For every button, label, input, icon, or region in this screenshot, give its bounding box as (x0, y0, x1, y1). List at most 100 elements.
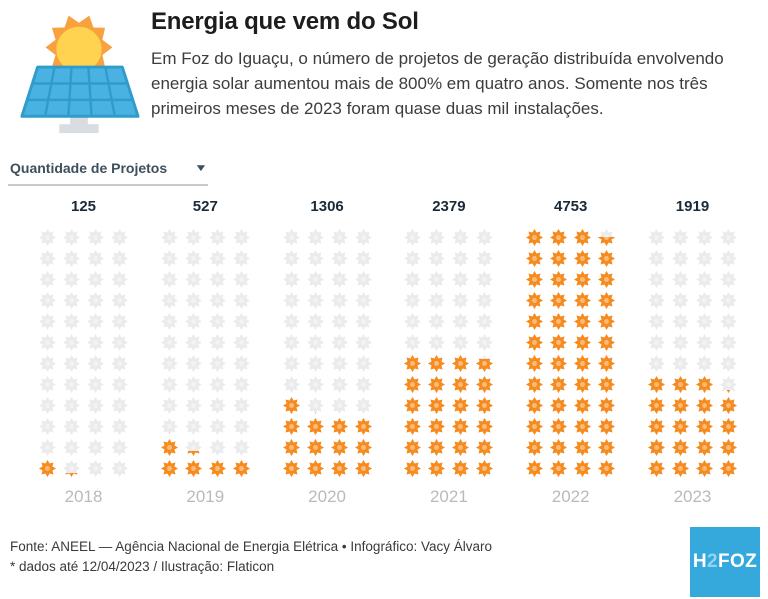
sun-cell (526, 376, 544, 393)
sun-cell (330, 292, 348, 309)
sun-cell (63, 460, 80, 477)
sun-icon (282, 313, 300, 330)
sun-icon (404, 271, 422, 288)
sun-icon (111, 229, 128, 246)
sun-icon (647, 418, 665, 435)
sun-cell (526, 418, 544, 435)
sun-icon (63, 271, 80, 288)
sun-cell (184, 439, 202, 456)
sun-cell (574, 334, 592, 351)
sun-cell (452, 460, 470, 477)
sun-icon (404, 355, 422, 372)
metric-dropdown[interactable]: Quantidade de Projetos ▼ (8, 158, 208, 186)
sun-cell (306, 397, 324, 414)
sun-cell (476, 376, 494, 393)
icon-grid (160, 229, 250, 477)
sun-cell (476, 250, 494, 267)
sun-icon (550, 376, 568, 393)
sun-icon (111, 271, 128, 288)
sun-cell (671, 376, 689, 393)
sun-cell (404, 397, 422, 414)
sun-cell (63, 271, 80, 288)
sun-cell (87, 292, 104, 309)
sun-cell (452, 397, 470, 414)
sun-icon (330, 439, 348, 456)
sun-icon (330, 355, 348, 372)
sun-icon (87, 460, 104, 477)
sun-cell (160, 334, 178, 351)
sun-icon (306, 460, 324, 477)
sun-icon (695, 313, 713, 330)
sun-cell (282, 418, 300, 435)
sun-cell (719, 355, 737, 372)
sun-cell (598, 271, 616, 288)
sun-icon (526, 439, 544, 456)
sun-icon (452, 292, 470, 309)
sun-icon (184, 271, 202, 288)
sun-icon (306, 271, 324, 288)
sun-icon (550, 397, 568, 414)
sun-icon (63, 313, 80, 330)
sun-icon (87, 271, 104, 288)
sun-cell (452, 229, 470, 246)
sun-icon (671, 355, 689, 372)
sun-cell (550, 397, 568, 414)
sun-cell (719, 271, 737, 288)
sun-cell (671, 460, 689, 477)
sun-icon (574, 229, 592, 246)
sun-icon (452, 397, 470, 414)
sun-cell (428, 460, 446, 477)
sun-cell (330, 229, 348, 246)
sun-cell (111, 271, 128, 288)
sun-cell (428, 229, 446, 246)
sun-icon (574, 250, 592, 267)
sun-cell (719, 376, 737, 393)
sun-icon (184, 376, 202, 393)
sun-icon (208, 397, 226, 414)
sun-cell (354, 271, 372, 288)
sun-icon (671, 439, 689, 456)
sun-cell (282, 334, 300, 351)
sun-cell (671, 250, 689, 267)
sun-icon (39, 460, 56, 477)
sun-icon (87, 376, 104, 393)
sun-icon (598, 313, 616, 330)
year-label: 2021 (429, 487, 468, 506)
sun-cell (306, 376, 324, 393)
sun-icon (282, 334, 300, 351)
sun-cell (526, 355, 544, 372)
sun-cell (330, 460, 348, 477)
sun-cell (354, 460, 372, 477)
sun-icon (671, 418, 689, 435)
sun-icon (39, 229, 56, 246)
sun-icon (232, 376, 250, 393)
sun-icon (719, 418, 737, 435)
sun-icon (550, 271, 568, 288)
sun-cell (550, 292, 568, 309)
sun-cell (574, 250, 592, 267)
sun-cell (404, 250, 422, 267)
sun-icon (306, 376, 324, 393)
sun-cell (719, 292, 737, 309)
sun-icon (722, 389, 735, 393)
sun-icon (87, 355, 104, 372)
sun-icon (526, 334, 544, 351)
sun-icon (647, 292, 665, 309)
sun-cell (695, 250, 713, 267)
sun-icon (695, 397, 713, 414)
sun-icon (354, 250, 372, 267)
sun-cell (647, 292, 665, 309)
sun-icon (354, 313, 372, 330)
icon-grid (39, 229, 128, 477)
sun-cell (598, 355, 616, 372)
sun-cell (428, 334, 446, 351)
sun-cell (428, 292, 446, 309)
sun-icon (647, 439, 665, 456)
sun-icon (232, 418, 250, 435)
sun-icon (598, 237, 616, 246)
sun-cell (160, 397, 178, 414)
sun-cell (354, 418, 372, 435)
sun-icon (160, 271, 178, 288)
sun-icon (574, 418, 592, 435)
year-column-2020: 1306 2020 (282, 198, 372, 507)
